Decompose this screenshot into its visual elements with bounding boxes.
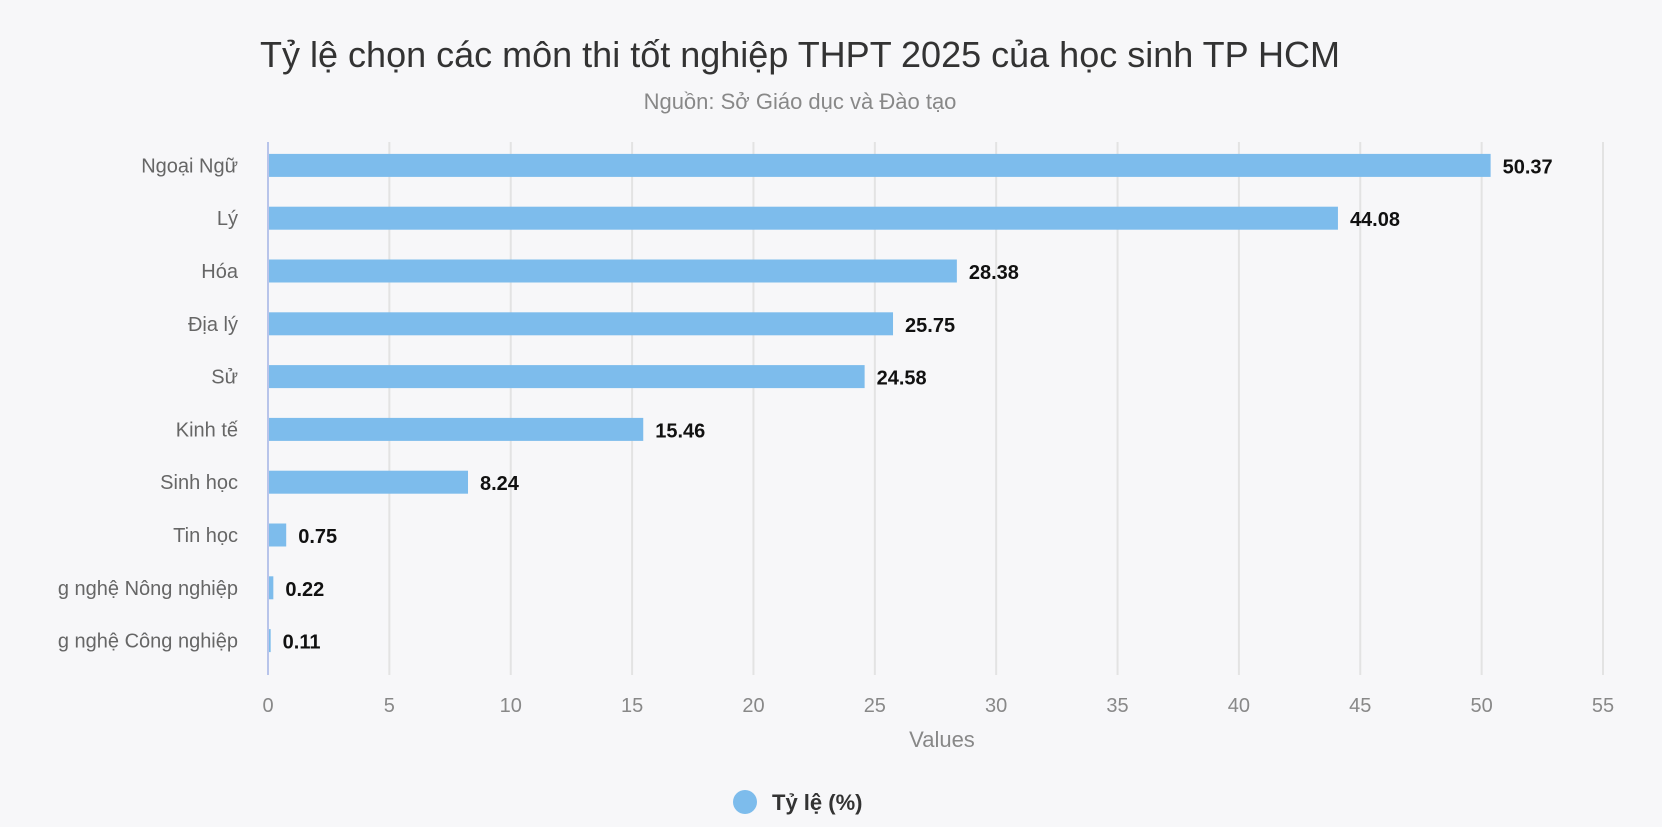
chart-subtitle: Nguồn: Sở Giáo dục và Đào tạo [644,89,957,114]
category-label: Sử [211,367,238,389]
data-label: 0.11 [283,632,321,654]
bar[interactable] [268,470,469,494]
chart-title: Tỷ lệ chọn các môn thi tốt nghiệp THPT 2… [260,34,1340,75]
bar[interactable] [268,312,894,336]
bar[interactable] [268,523,287,547]
legend[interactable]: Tỷ lệ (%) [733,790,862,815]
data-labels: 50.37 44.08 28.38 25.75 24.58 15.46 8.24 0.75 0.… [283,156,1553,653]
x-tick-label: 35 [1106,695,1128,717]
x-axis-ticks: 0 5 10 15 20 25 30 35 40 45 50 55 [262,695,1614,717]
data-label: 44.08 [1350,209,1400,231]
category-label: Lý [217,208,238,230]
x-tick-label: 0 [262,695,273,717]
category-label: Ngoại Ngữ [141,155,238,177]
data-label: 25.75 [905,315,955,337]
x-tick-label: 20 [742,695,764,717]
category-label: g nghệ Nông nghiệp [58,578,238,600]
bar[interactable] [268,206,1338,230]
x-tick-label: 30 [985,695,1007,717]
data-label: 24.58 [877,368,927,390]
data-label: 28.38 [969,262,1019,284]
data-label: 8.24 [480,473,520,495]
x-tick-label: 40 [1228,695,1250,717]
x-tick-label: 15 [621,695,643,717]
category-label: Hóa [201,261,239,283]
bar[interactable] [268,365,865,389]
category-label: Kinh tế [176,419,238,441]
category-labels: Ngoại Ngữ Lý Hóa Địa lý Sử Kinh tế Sinh học Tin… [58,155,239,652]
x-tick-label: 45 [1349,695,1371,717]
x-tick-label: 5 [384,695,395,717]
bar[interactable] [268,259,957,283]
bar[interactable] [268,153,1491,177]
x-axis-title: Values [909,727,975,752]
legend-label: Tỷ lệ (%) [772,790,862,815]
x-tick-label: 25 [864,695,886,717]
bar-series [268,153,1491,653]
category-label: Sinh học [160,472,238,494]
gridlines [388,142,1604,675]
legend-marker [733,790,757,814]
data-label: 15.46 [655,420,705,442]
x-tick-label: 50 [1471,695,1493,717]
category-label: Tin học [173,525,238,547]
data-label: 50.37 [1503,156,1553,178]
data-label: 0.22 [285,579,324,601]
bar[interactable] [268,629,271,653]
bar[interactable] [268,417,644,441]
category-label: Địa lý [188,314,238,336]
bar[interactable] [268,576,274,600]
data-label: 0.75 [298,526,337,548]
x-tick-label: 55 [1592,695,1614,717]
category-label: g nghệ Công nghiệp [58,631,238,653]
x-tick-label: 10 [500,695,522,717]
